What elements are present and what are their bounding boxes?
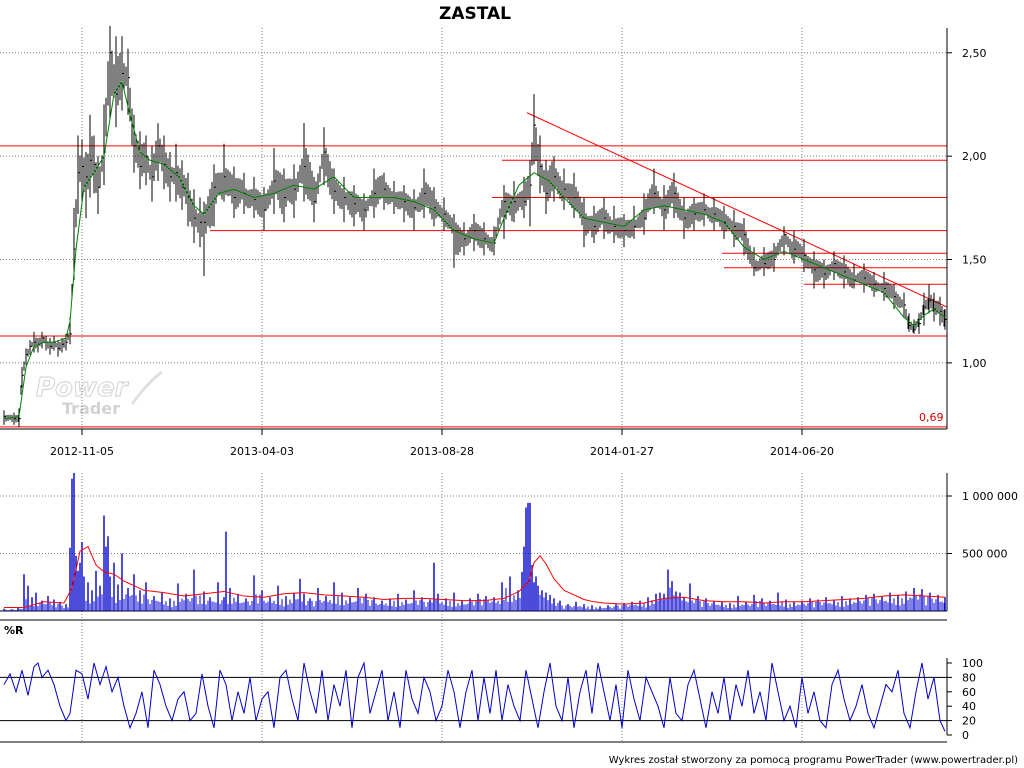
- williams-r-line: [3, 661, 946, 732]
- date-tick-label: 2013-08-28: [410, 445, 474, 458]
- date-axis: 2012-11-05 2013-04-03 2013-08-28 2014-01-27…: [0, 428, 947, 458]
- volume-bars: [3, 473, 946, 611]
- williams-r-title: %R: [4, 624, 24, 637]
- price-tick-label: 2,50: [962, 47, 987, 60]
- williams-r-tick-label: 80: [962, 671, 976, 684]
- date-tick-label: 2013-04-03: [230, 445, 294, 458]
- volume-moving-average: [4, 545, 946, 609]
- downtrend-line: [526, 112, 948, 308]
- price-grid: [0, 28, 947, 429]
- watermark-trader: Trader: [62, 399, 120, 418]
- williams-r-tick-label: 40: [962, 700, 976, 713]
- volume-tick-label: 500 000: [962, 548, 1008, 561]
- price-tick-label: 1,00: [962, 357, 987, 370]
- price-y-axis: 1,00 1,50 2,00 2,50: [946, 28, 987, 429]
- price-panel: 1,00 1,50 2,00 2,50 0,69: [0, 25, 987, 429]
- williams-r-grid: [0, 619, 947, 743]
- watermark-swoosh-icon: [130, 370, 163, 405]
- volume-y-axis: 500 000 1 000 000: [946, 473, 1018, 611]
- low-value-label: 0,69: [919, 411, 944, 424]
- volume-tick-label: 1 000 000: [962, 490, 1018, 503]
- date-tick-label: 2014-01-27: [590, 445, 654, 458]
- williams-r-tick-label: 100: [962, 657, 983, 670]
- volume-panel: 500 000 1 000 000: [0, 473, 1018, 742]
- price-tick-label: 1,50: [962, 254, 987, 267]
- volume-ma-line: [4, 545, 946, 609]
- price-tick-label: 2,00: [962, 150, 987, 163]
- williams-r-tick-label: 60: [962, 686, 976, 699]
- williams-r-series-line: [3, 661, 946, 732]
- powertrader-watermark: Power Trader: [35, 370, 163, 418]
- chart-title: ZASTAL: [439, 4, 511, 24]
- date-tick-label: 2014-06-20: [770, 445, 834, 458]
- price-ma-line: [3, 80, 946, 420]
- footer-credit: Wykres został stworzony za pomocą progra…: [609, 755, 1018, 766]
- williams-r-tick-label: 0: [962, 729, 969, 742]
- price-moving-average: [3, 80, 946, 420]
- williams-r-tick-label: 20: [962, 715, 976, 728]
- watermark-power: Power: [36, 373, 130, 403]
- date-tick-label: 2012-11-05: [50, 445, 114, 458]
- price-bars: [3, 25, 947, 427]
